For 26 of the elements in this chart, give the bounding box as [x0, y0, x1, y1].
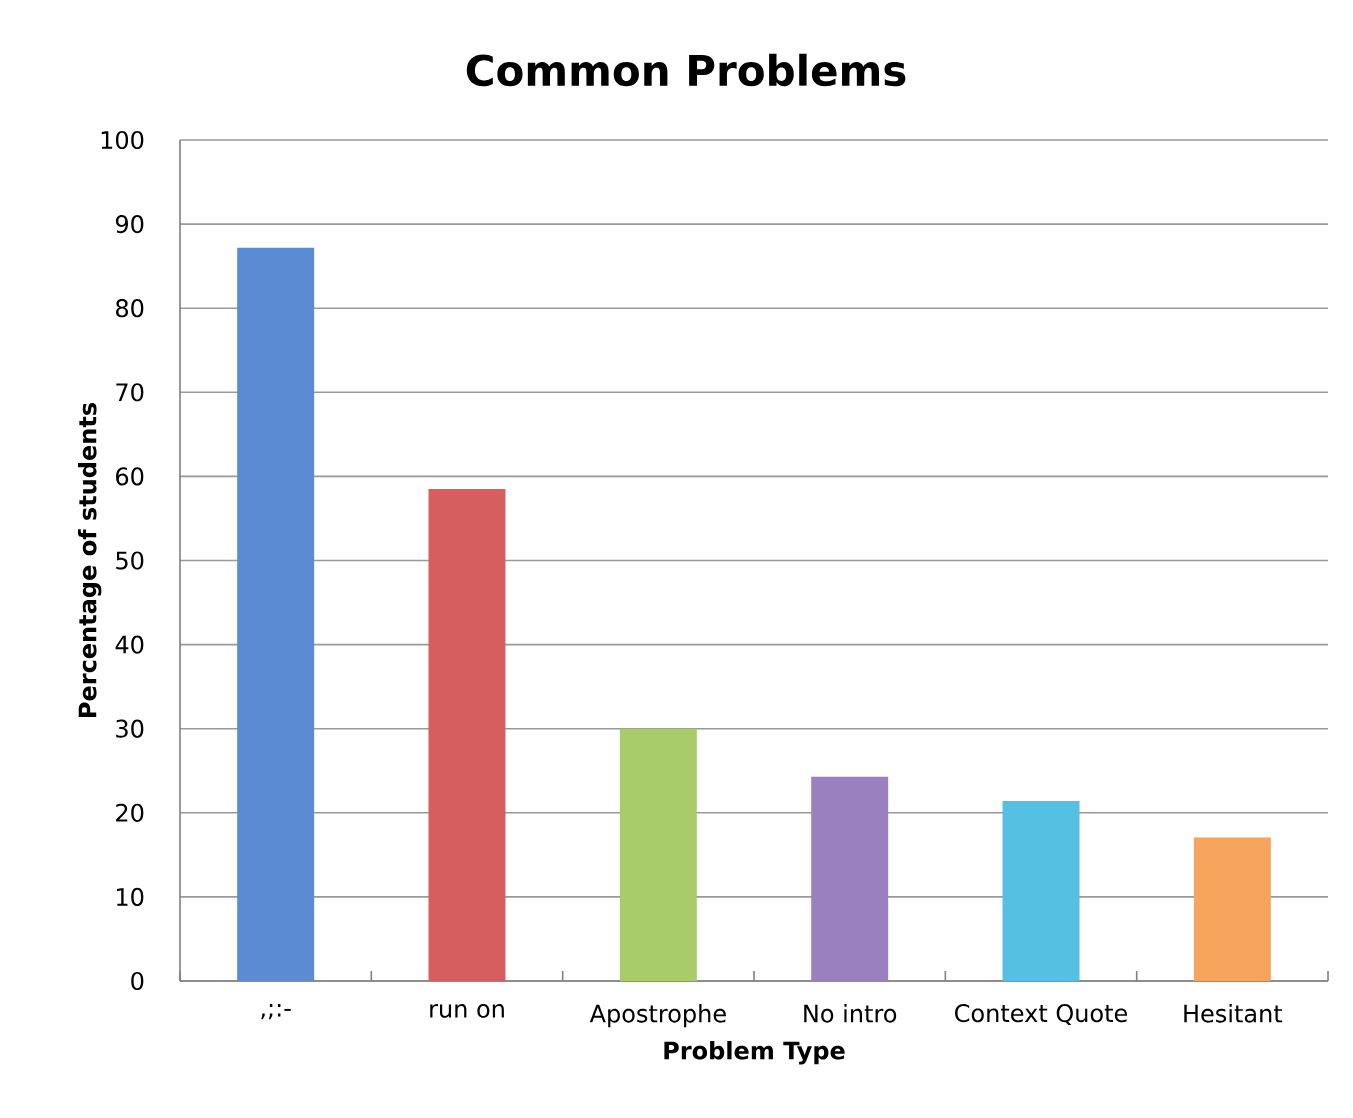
bar — [1002, 801, 1080, 981]
y-tick-label: 50 — [116, 551, 144, 570]
y-tick-label: 0 — [131, 971, 144, 991]
x-tick-label: Hesitant — [1184, 1004, 1283, 1023]
x-tick-label: run on — [430, 1004, 504, 1018]
y-tick-label: 10 — [117, 887, 144, 906]
y-tick-label: 80 — [116, 299, 144, 318]
y-tick-label: 100 — [101, 130, 144, 150]
y-tick-label: 70 — [116, 383, 144, 402]
y-tick-label: 40 — [115, 635, 144, 654]
x-tick-label: ,;:- — [261, 1004, 291, 1020]
x-tick-label: No intro — [804, 1004, 897, 1023]
y-tick-label: 30 — [116, 719, 144, 738]
bar — [428, 489, 506, 981]
y-axis-title: Percentage of students — [77, 403, 102, 717]
chart-title: Common Problems — [466, 53, 906, 87]
bar — [811, 776, 889, 981]
x-tick-label: Context Quote — [955, 1004, 1128, 1025]
bar — [619, 728, 697, 981]
bar — [237, 247, 315, 981]
bar — [1193, 837, 1271, 981]
y-tick-label: 90 — [115, 215, 144, 234]
y-tick-label: 20 — [116, 803, 144, 822]
y-tick-label: 60 — [116, 467, 144, 486]
x-tick-label: Apostrophe — [589, 1004, 726, 1028]
x-axis-title: Problem Type — [664, 1041, 845, 1065]
